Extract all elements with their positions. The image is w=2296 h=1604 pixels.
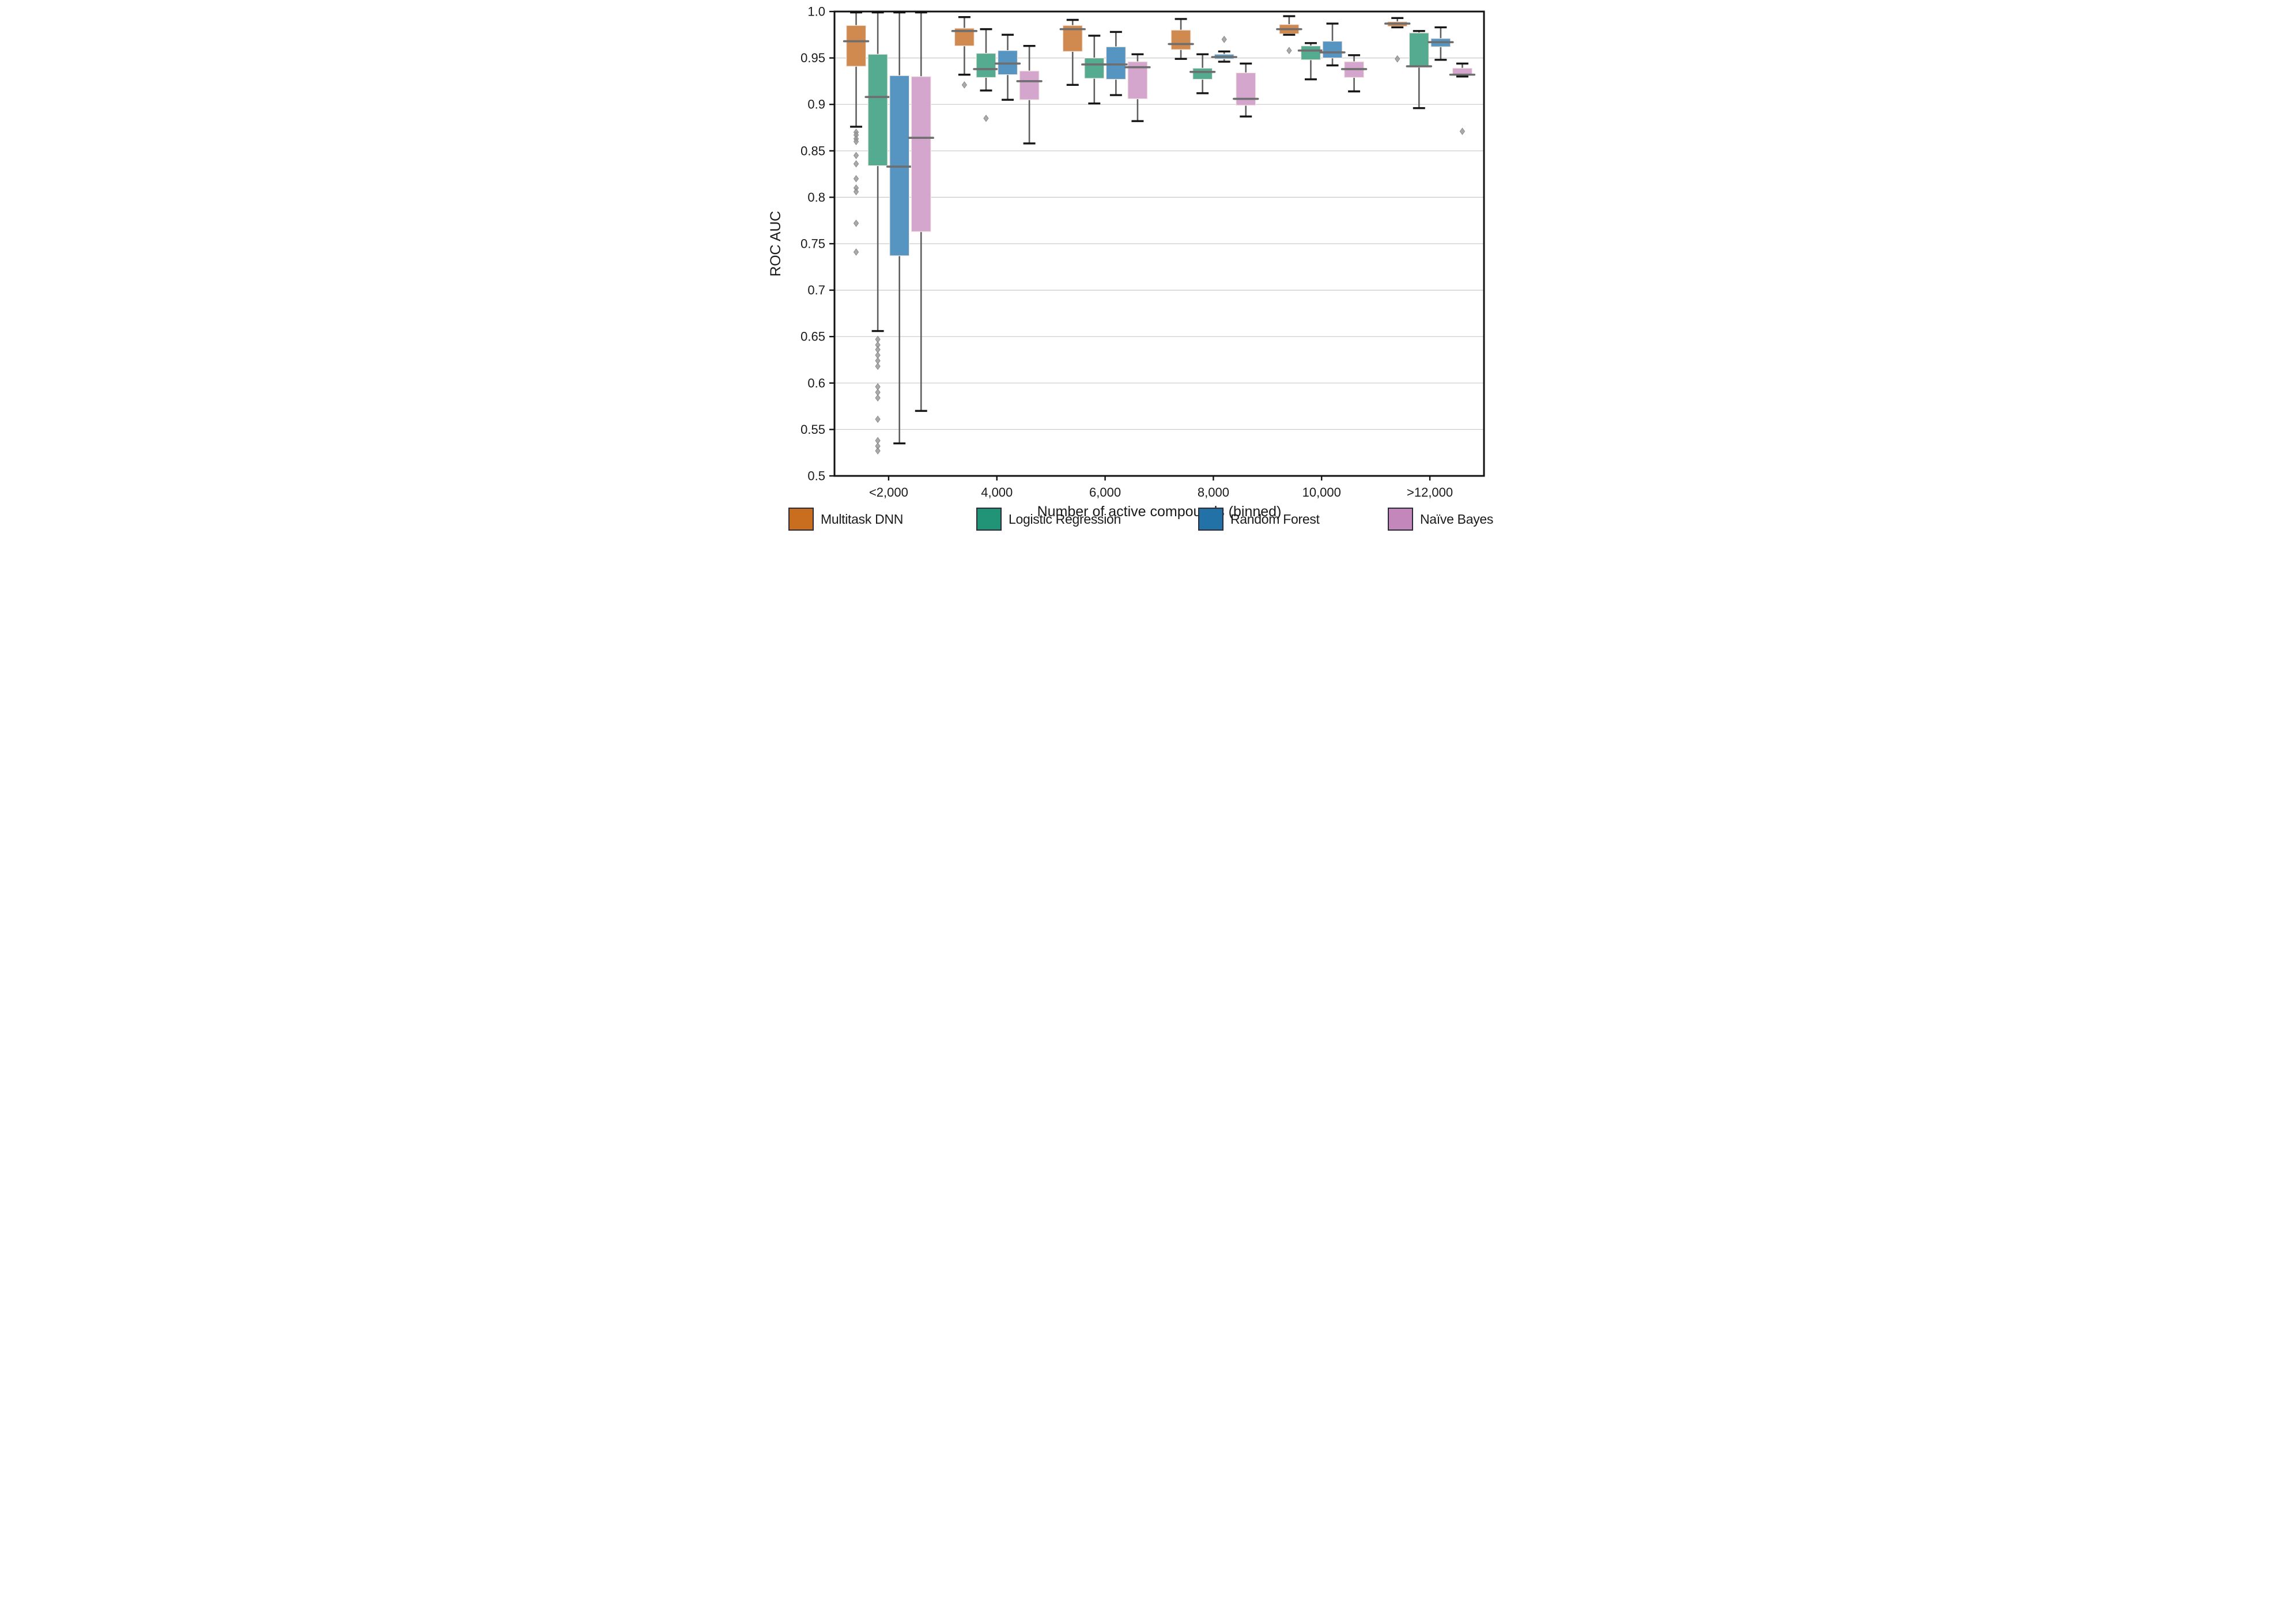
logistic-regression-swatch xyxy=(976,508,1002,531)
outlier-diamond xyxy=(853,188,859,196)
x-tick-label: 6,000 xyxy=(1089,485,1121,500)
box-group xyxy=(1276,15,1302,54)
y-tick-label: 0.7 xyxy=(807,283,825,297)
box-group xyxy=(1406,30,1433,109)
outlier-diamond xyxy=(875,362,881,370)
series-multitask-dnn xyxy=(843,11,1411,256)
box-group xyxy=(951,16,978,89)
legend-item-logistic-regression: Logistic Regression xyxy=(976,504,1121,535)
x-axis-title: Number of active compounds (binned) xyxy=(1037,504,1282,520)
box-group xyxy=(1449,62,1476,135)
legend-item-multitask-dnn: Multitask DNN xyxy=(788,504,903,535)
y-tick-label: 0.85 xyxy=(800,143,825,158)
legend-label-naive-bayes: Naïve Bayes xyxy=(1420,511,1494,527)
outlier-diamond xyxy=(875,394,881,402)
box-group xyxy=(1124,53,1151,122)
outlier-diamond xyxy=(1286,47,1292,54)
outlier-diamond xyxy=(1221,36,1227,43)
outlier-diamond xyxy=(853,138,859,145)
y-tick-label: 0.9 xyxy=(807,97,825,112)
series-random-forest xyxy=(886,11,1454,445)
x-tick-label: >12,000 xyxy=(1407,485,1453,500)
outlier-diamond xyxy=(1395,55,1400,63)
y-tick-label: 0.6 xyxy=(807,376,825,390)
gridlines xyxy=(834,57,1484,430)
x-tick-label: <2,000 xyxy=(869,485,908,500)
outlier-diamond xyxy=(853,175,859,183)
x-tick-label: 8,000 xyxy=(1198,485,1229,500)
chart-legend: Multitask DNN Logistic Regression Random… xyxy=(765,504,1531,535)
box-group xyxy=(1340,54,1368,93)
roc-auc-boxplot-chart: 1.0 0.95 0.9 0.85 0.8 0.75 0.7 0.65 0.6 0.55 0.5 <2… xyxy=(768,5,1485,520)
outlier-diamond xyxy=(983,115,989,122)
y-tick-label: 0.95 xyxy=(800,51,825,65)
multitask-dnn-swatch xyxy=(788,508,814,531)
y-tick-label: 0.8 xyxy=(807,190,825,205)
x-tick-label: 10,000 xyxy=(1302,485,1341,500)
box-group xyxy=(994,33,1021,101)
y-axis-title: ROC AUC xyxy=(768,211,784,277)
outlier-diamond xyxy=(853,160,859,168)
box-group xyxy=(908,11,934,412)
x-axis: <2,000 4,000 6,000 8,000 10,000 >12,000 xyxy=(869,476,1453,500)
outlier-diamond xyxy=(961,81,967,89)
outlier-diamond xyxy=(875,415,881,423)
box-group xyxy=(864,11,891,455)
y-tick-label: 0.55 xyxy=(800,422,825,437)
y-tick-label: 1.0 xyxy=(807,5,825,19)
legend-label-multitask-dnn: Multitask DNN xyxy=(821,511,904,527)
outlier-diamond xyxy=(853,248,859,256)
x-tick-label: 4,000 xyxy=(981,485,1013,500)
series-na-ve-bayes xyxy=(908,11,1476,412)
y-tick-label: 0.5 xyxy=(807,469,825,483)
series-logistic-regression xyxy=(864,11,1433,455)
box-group xyxy=(973,28,999,122)
box-group xyxy=(1102,31,1130,96)
box-group xyxy=(1319,22,1346,67)
legend-item-naive-bayes: Naïve Bayes xyxy=(1388,504,1493,535)
outlier-diamond xyxy=(853,152,859,160)
box-group xyxy=(1016,44,1043,145)
boxplot-figure: 1.0 0.95 0.9 0.85 0.8 0.75 0.7 0.65 0.6 0.55 0.5 <2… xyxy=(765,0,1531,535)
legend-label-random-forest: Random Forest xyxy=(1230,511,1320,527)
outlier-diamond xyxy=(853,220,859,227)
box-group xyxy=(1428,26,1454,61)
outlier-diamond xyxy=(875,447,881,455)
box-group xyxy=(1081,35,1108,105)
box-group xyxy=(843,11,870,256)
y-tick-label: 0.65 xyxy=(800,330,825,344)
box-group xyxy=(1384,17,1411,63)
box-group xyxy=(886,11,913,445)
outlier-diamond xyxy=(1459,127,1466,135)
random-forest-swatch xyxy=(1198,508,1223,531)
naive-bayes-swatch xyxy=(1388,508,1413,531)
box-group xyxy=(1189,53,1216,94)
box-group xyxy=(1233,62,1259,118)
y-tick-label: 0.75 xyxy=(800,237,825,251)
y-axis: 1.0 0.95 0.9 0.85 0.8 0.75 0.7 0.65 0.6 0.55 0.5 xyxy=(800,5,834,483)
box-group xyxy=(1168,18,1194,60)
box-group xyxy=(1059,18,1086,86)
legend-item-random-forest: Random Forest xyxy=(1198,504,1320,535)
box-group xyxy=(1211,36,1237,63)
legend-label-logistic-regression: Logistic Regression xyxy=(1009,511,1121,527)
